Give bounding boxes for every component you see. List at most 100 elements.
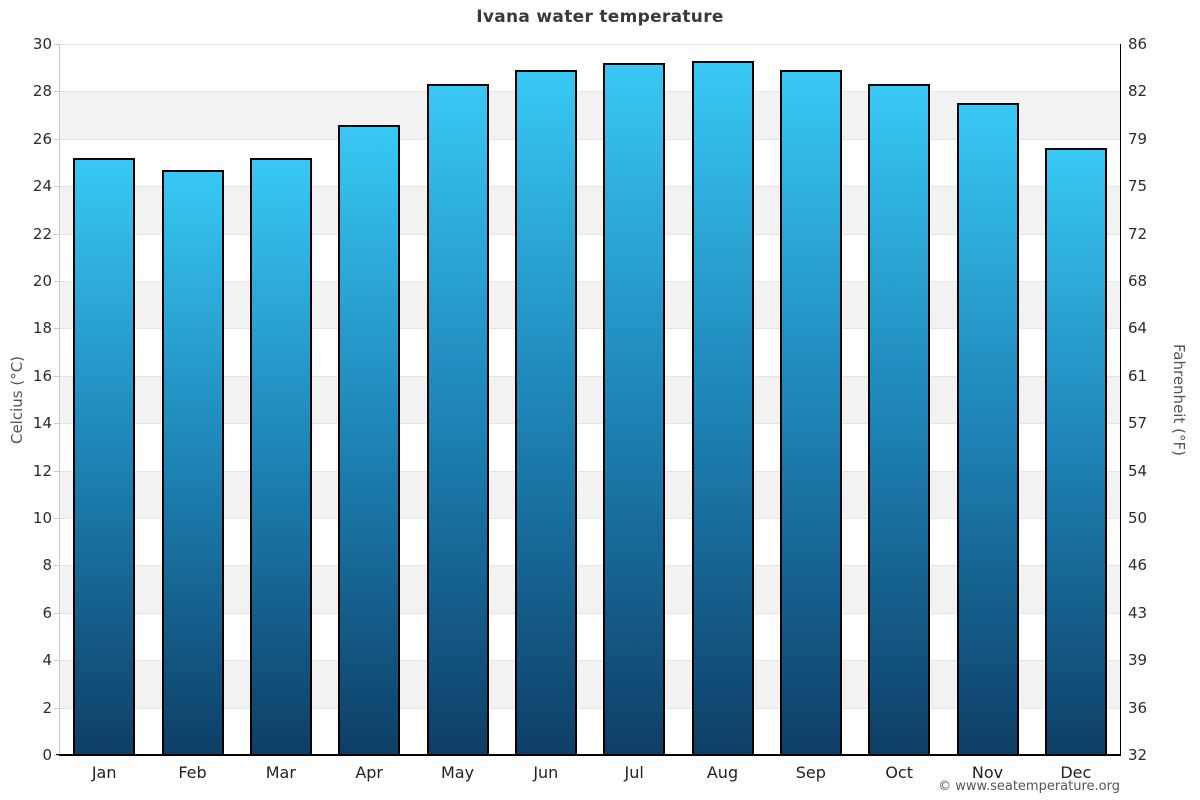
x-tick-label-jun: Jun — [533, 763, 559, 782]
plot-area — [60, 44, 1120, 755]
gridline — [60, 44, 1120, 45]
x-tick-label-dec: Dec — [1060, 763, 1092, 782]
y-tick-label-fahrenheit: 79 — [1128, 129, 1148, 148]
gridline — [60, 138, 1120, 140]
x-tick-label-mar: Mar — [265, 763, 296, 782]
temperature-bar-mar[interactable] — [249, 157, 312, 755]
y-axis-tick — [54, 565, 59, 567]
temperature-bar-sep[interactable] — [779, 70, 842, 755]
y-tick-label-fahrenheit: 68 — [1128, 272, 1148, 290]
y-tick-label-fahrenheit: 43 — [1128, 603, 1148, 622]
temperature-bar-apr[interactable] — [338, 124, 401, 755]
grid-band — [60, 91, 1120, 139]
gridline — [60, 328, 1120, 330]
y-tick-label-fahrenheit: 46 — [1128, 556, 1148, 575]
gridline — [60, 423, 1120, 425]
temperature-bar-nov[interactable] — [956, 103, 1019, 755]
y-tick-label-celsius: 28 — [32, 82, 52, 101]
x-tick-label-feb: Feb — [178, 763, 207, 782]
gridline — [60, 518, 1120, 519]
y-tick-label-celsius: 6 — [42, 603, 52, 622]
grid-band — [60, 281, 1120, 329]
chart-title: Ivana water temperature — [476, 7, 724, 27]
x-tick-label-jul: Jul — [624, 763, 644, 782]
y-axis-tick — [54, 233, 59, 235]
x-tick-label-nov: Nov — [971, 763, 1004, 782]
y-axis-tick — [54, 470, 59, 472]
y-tick-label-fahrenheit: 64 — [1128, 319, 1148, 338]
gridline — [60, 707, 1120, 709]
gridline — [60, 612, 1120, 614]
y-tick-label-fahrenheit: 75 — [1128, 177, 1148, 196]
y-tick-label-fahrenheit: 57 — [1128, 414, 1148, 433]
y-axis-tick — [54, 660, 59, 662]
temperature-bar-jun[interactable] — [514, 70, 577, 755]
credit-text[interactable]: © www.seatemperature.org — [938, 779, 1120, 794]
x-tick-label-may: May — [440, 763, 475, 782]
y-axis-tick — [54, 91, 59, 93]
y-tick-label-celsius: 20 — [32, 272, 52, 290]
x-tick-label-apr: Apr — [355, 763, 383, 782]
y-axis-tick — [54, 755, 59, 756]
y-tick-label-celsius: 18 — [32, 319, 52, 338]
y-tick-label-fahrenheit: 50 — [1128, 509, 1148, 527]
y-axis-tick — [54, 375, 59, 377]
y-axis-tick — [54, 186, 59, 188]
y-tick-label-celsius: 2 — [42, 698, 52, 717]
gridline — [60, 186, 1120, 188]
grid-band — [60, 565, 1120, 613]
y-axis-tick — [54, 612, 59, 614]
y-tick-label-celsius: 16 — [32, 366, 52, 385]
y-axis-tick — [54, 328, 59, 330]
y-tick-label-fahrenheit: 54 — [1128, 461, 1148, 480]
y-axis-tick — [54, 281, 59, 282]
y-tick-label-fahrenheit: 39 — [1128, 651, 1148, 670]
y-axis-tick — [54, 44, 59, 45]
temperature-bar-jan[interactable] — [73, 157, 136, 755]
y-tick-label-fahrenheit: 32 — [1128, 746, 1148, 764]
temperature-bar-may[interactable] — [426, 84, 489, 755]
y-axis-tick — [54, 707, 59, 709]
y-tick-label-celsius: 14 — [32, 414, 52, 433]
x-tick-label-sep: Sep — [795, 763, 826, 782]
y-tick-label-celsius: 24 — [32, 177, 52, 196]
y-tick-label-celsius: 10 — [32, 509, 52, 527]
grid-band — [60, 375, 1120, 424]
y-tick-label-celsius: 30 — [32, 35, 52, 53]
y-tick-label-celsius: 26 — [32, 129, 52, 148]
temperature-bar-oct[interactable] — [868, 84, 931, 755]
y-axis-tick — [54, 138, 59, 140]
gridline — [60, 281, 1120, 282]
gridline — [60, 233, 1120, 235]
gridline — [60, 660, 1120, 662]
x-tick-label-oct: Oct — [885, 763, 913, 782]
temperature-bar-aug[interactable] — [691, 60, 754, 755]
y-tick-label-fahrenheit: 36 — [1128, 698, 1148, 717]
y-tick-label-celsius: 12 — [32, 461, 52, 480]
gridline — [60, 375, 1120, 377]
y-tick-label-fahrenheit: 86 — [1128, 35, 1148, 53]
y-axis-line-right — [1120, 44, 1121, 756]
grid-band — [60, 660, 1120, 708]
temperature-bar-dec[interactable] — [1044, 148, 1107, 755]
grid-band — [60, 186, 1120, 234]
y-tick-label-celsius: 8 — [42, 556, 52, 575]
x-tick-label-aug: Aug — [706, 763, 739, 782]
y-axis-line-left — [59, 44, 60, 755]
y-tick-label-celsius: 4 — [42, 651, 52, 670]
gridline — [60, 91, 1120, 93]
y-axis-title-fahrenheit: Fahrenheit (°F) — [1170, 344, 1188, 456]
temperature-bar-feb[interactable] — [161, 169, 224, 755]
gridline — [60, 565, 1120, 567]
y-tick-label-fahrenheit: 82 — [1128, 82, 1148, 101]
x-axis-line — [56, 754, 1121, 756]
temperature-bar-jul[interactable] — [603, 62, 666, 755]
y-tick-label-celsius: 0 — [42, 746, 52, 764]
x-tick-label-jan: Jan — [91, 763, 117, 782]
y-tick-label-celsius: 22 — [32, 224, 52, 243]
grid-band — [60, 470, 1120, 518]
y-axis-tick — [54, 423, 59, 425]
y-axis-tick — [54, 518, 59, 519]
y-tick-label-fahrenheit: 72 — [1128, 224, 1148, 243]
